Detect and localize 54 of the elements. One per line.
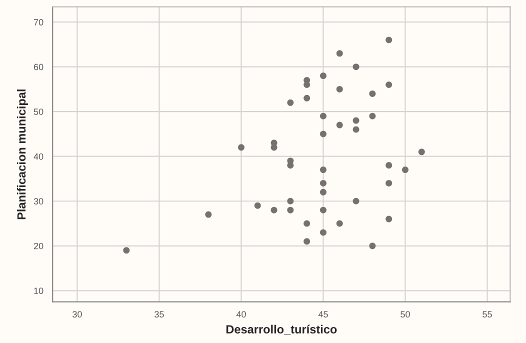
point (320, 188, 326, 196)
point (304, 238, 310, 245)
y-tick-label: 40 (34, 153, 44, 160)
point (304, 220, 310, 227)
point (336, 86, 343, 92)
x-tick-label: 40 (236, 311, 246, 318)
y-tick-label: 50 (34, 108, 44, 115)
point (287, 198, 294, 204)
point (205, 211, 212, 218)
point (386, 216, 392, 222)
point (320, 112, 326, 120)
x-tick-label: 50 (400, 311, 410, 318)
point (320, 229, 326, 236)
y-tick-label: 20 (34, 242, 44, 250)
point (386, 162, 392, 169)
point (369, 112, 376, 120)
point (270, 206, 278, 214)
point (336, 50, 343, 57)
point (287, 99, 294, 106)
y-axis-title: Planificacion municipal (16, 90, 28, 220)
point (386, 81, 392, 88)
point (352, 64, 360, 70)
point (369, 242, 376, 250)
point (254, 202, 261, 209)
x-tick-label: 55 (482, 311, 492, 318)
point (402, 166, 409, 174)
point (336, 122, 343, 128)
y-tick-label: 10 (34, 288, 44, 294)
point (336, 220, 343, 227)
point (386, 36, 392, 44)
point (352, 126, 360, 133)
point (320, 166, 326, 174)
point (287, 162, 294, 169)
x-axis-title: Desarrollo_turístico (226, 324, 337, 335)
point (238, 144, 244, 151)
point (386, 180, 392, 186)
x-tick-label: 35 (154, 311, 164, 318)
y-tick-label: 70 (34, 19, 44, 26)
y-tick-label: 60 (34, 64, 44, 70)
point (304, 94, 310, 102)
point (287, 206, 294, 214)
point (369, 90, 376, 97)
point (320, 72, 326, 80)
point (320, 130, 326, 138)
point (123, 247, 130, 254)
point (352, 117, 360, 124)
point (320, 206, 326, 214)
y-tick-label: 30 (34, 198, 44, 204)
x-tick-label: 30 (72, 311, 82, 318)
point (352, 198, 360, 204)
point (418, 148, 425, 156)
point (270, 144, 278, 151)
x-tick-label: 45 (318, 311, 328, 318)
point (320, 180, 326, 186)
